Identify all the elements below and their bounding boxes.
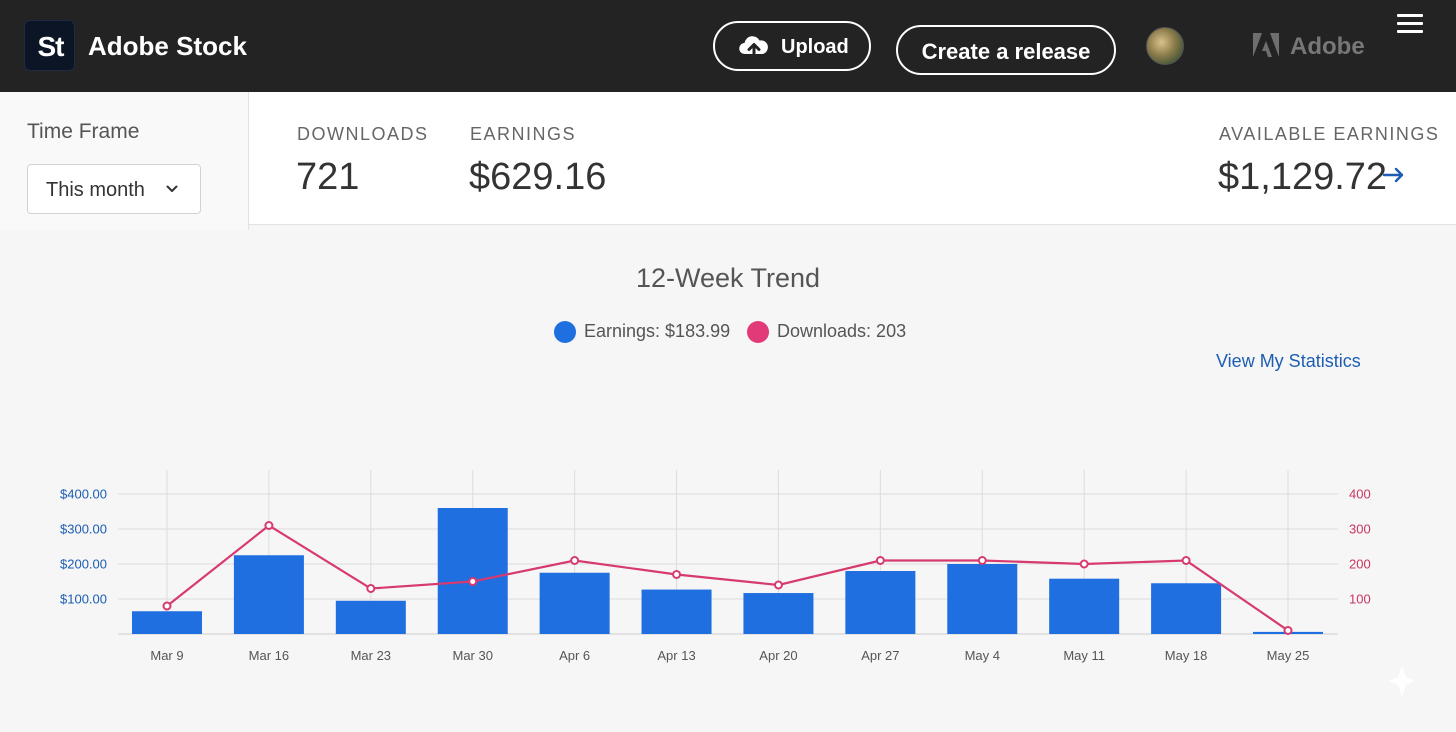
user-avatar[interactable] <box>1146 27 1184 65</box>
earnings-label: EARNINGS <box>470 124 577 144</box>
left-axis-tick-label: $200.00 <box>60 557 107 572</box>
downloads-point <box>366 584 376 593</box>
earnings-bar <box>233 555 304 634</box>
x-axis-tick-label: May 25 <box>1267 648 1310 663</box>
right-axis-tick-label: 400 <box>1349 487 1371 502</box>
downloads-point <box>773 580 783 590</box>
top-navigation-bar: St Adobe Stock Upload Create a release A… <box>0 0 1456 92</box>
x-axis-tick-label: Mar 30 <box>452 648 492 663</box>
downloads-point <box>1283 626 1293 635</box>
chart-title: 12-Week Trend <box>635 263 821 293</box>
earnings-bar <box>947 564 1018 634</box>
arrow-right-icon[interactable] <box>1382 165 1406 185</box>
adobe-logo-icon <box>1253 33 1279 57</box>
earnings-bar <box>743 593 814 634</box>
downloads-point <box>977 556 987 565</box>
earnings-bar <box>437 508 508 634</box>
earnings-value: $629.16 <box>469 156 607 198</box>
time-frame-dropdown[interactable]: This month <box>27 164 201 214</box>
x-axis-tick-label: Apr 27 <box>861 648 899 663</box>
hamburger-menu-icon[interactable] <box>1397 14 1423 34</box>
create-release-button[interactable]: Create a release <box>896 25 1116 75</box>
adobe-wordmark[interactable]: Adobe <box>1290 33 1365 60</box>
downloads-point <box>1181 556 1191 565</box>
downloads-legend-text: Downloads: 203 <box>777 321 907 341</box>
available-earnings-value: $1,129.72 <box>1218 156 1388 198</box>
earnings-bar <box>132 611 202 634</box>
x-axis-tick-label: May 4 <box>965 648 1000 663</box>
left-axis-tick-label: $400.00 <box>60 487 107 502</box>
earnings-bar <box>539 572 610 634</box>
available-earnings-label: AVAILABLE EARNINGS <box>1219 124 1440 144</box>
upload-label: Upload <box>781 36 849 58</box>
earnings-bar <box>1151 583 1222 634</box>
earnings-bar <box>1049 578 1120 634</box>
downloads-line <box>166 524 1289 632</box>
right-axis-tick-label: 300 <box>1349 522 1371 537</box>
earnings-legend-text: Earnings: $183.99 <box>584 321 731 341</box>
create-release-label: Create a release <box>921 39 1091 64</box>
right-axis-tick-label: 200 <box>1349 557 1371 572</box>
downloads-point <box>672 570 682 579</box>
x-axis-tick-label: Apr 13 <box>657 648 695 663</box>
left-axis-tick-label: $300.00 <box>60 522 107 537</box>
time-frame-label: Time Frame <box>27 120 140 143</box>
earnings-legend-dot <box>554 321 576 343</box>
x-axis-tick-label: May 11 <box>1063 648 1105 663</box>
earnings-bar <box>641 589 712 634</box>
chevron-down-icon <box>166 185 178 192</box>
stock-logo-text: St <box>37 31 65 62</box>
x-axis-tick-label: Mar 16 <box>249 648 289 663</box>
x-axis-tick-label: May 18 <box>1165 648 1208 663</box>
cloud-upload-icon <box>739 36 768 58</box>
earnings-bar <box>1253 631 1323 634</box>
downloads-point <box>162 601 172 611</box>
stats-summary-bar: Time Frame This month DOWNLOADS 721 EARN… <box>0 92 1456 230</box>
downloads-point <box>875 556 885 565</box>
time-frame-panel: Time Frame This month <box>0 92 249 230</box>
left-axis-tick-label: $100.00 <box>60 592 107 607</box>
x-axis-tick-label: Mar 9 <box>150 648 183 663</box>
downloads-point <box>570 556 580 565</box>
x-axis-tick-label: Apr 20 <box>759 648 797 663</box>
brand-name[interactable]: Adobe Stock <box>88 31 247 61</box>
downloads-point <box>1079 559 1089 569</box>
sparkle-icon <box>1389 665 1415 697</box>
downloads-label: DOWNLOADS <box>297 124 429 144</box>
view-my-statistics-link[interactable]: View My Statistics <box>1216 351 1361 371</box>
downloads-point <box>468 577 478 586</box>
x-axis-tick-label: Apr 6 <box>559 648 590 663</box>
x-axis-tick-label: Mar 23 <box>351 648 391 663</box>
upload-button[interactable]: Upload <box>713 21 871 71</box>
downloads-legend-dot <box>747 321 769 343</box>
time-frame-value: This month <box>46 179 145 201</box>
stock-logo[interactable]: St <box>24 20 75 71</box>
downloads-point <box>264 521 274 530</box>
earnings-bar <box>335 600 406 634</box>
earnings-bar <box>845 571 916 634</box>
downloads-value: 721 <box>296 156 360 198</box>
right-axis-tick-label: 100 <box>1349 592 1371 607</box>
